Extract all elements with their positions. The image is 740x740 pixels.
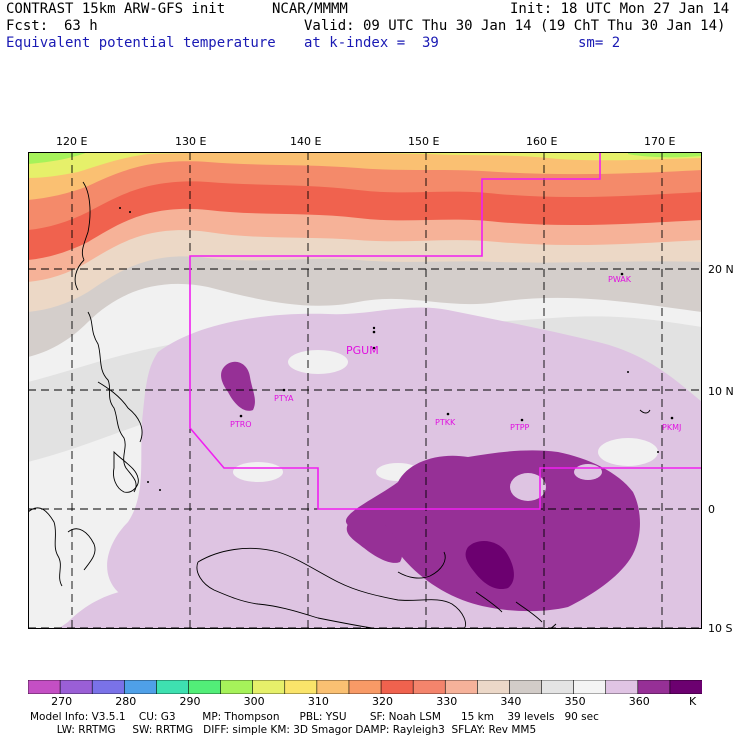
colorbar-label: 300 bbox=[243, 695, 265, 708]
colorbar-swatch bbox=[316, 680, 350, 694]
lat-label-10n: 10 N bbox=[708, 385, 734, 398]
colorbar-swatch bbox=[91, 680, 125, 694]
colorbar-label: 360 bbox=[628, 695, 650, 708]
field-name: Equivalent potential temperature bbox=[6, 35, 276, 51]
purple-patch-ptya bbox=[221, 361, 255, 411]
colorbar-swatch bbox=[605, 680, 639, 694]
band-300 bbox=[28, 152, 702, 164]
solomon-coast bbox=[515, 601, 543, 623]
colorbar-swatch bbox=[573, 680, 607, 694]
organization: NCAR/MMMM bbox=[272, 1, 348, 17]
forecast-hour: 63 h bbox=[64, 18, 98, 34]
new-guinea-north-coast bbox=[197, 547, 466, 629]
colorbar-swatch bbox=[284, 680, 318, 694]
white-patch bbox=[598, 438, 658, 466]
coastlines bbox=[28, 181, 651, 629]
colorbar-swatch bbox=[28, 680, 61, 694]
colorbar-swatch bbox=[637, 680, 671, 694]
colorbar-swatch bbox=[444, 680, 478, 694]
lon-label-120: 120 E bbox=[56, 135, 88, 148]
colorbar-label: 330 bbox=[436, 695, 458, 708]
station-pkmj: PKMJ bbox=[662, 423, 681, 432]
colorbar-label: 340 bbox=[500, 695, 522, 708]
lat-label-equator: 0 bbox=[708, 503, 715, 516]
colorbar-label: 350 bbox=[564, 695, 586, 708]
colorbar-swatch bbox=[220, 680, 254, 694]
taiwan-coast bbox=[74, 181, 91, 291]
colorbar-label: 320 bbox=[372, 695, 394, 708]
lon-label-150: 150 E bbox=[408, 135, 440, 148]
lat-label-20n: 20 N bbox=[708, 263, 734, 276]
white-patch bbox=[233, 462, 283, 482]
station-ptpp: PTPP bbox=[510, 423, 530, 432]
lon-label-160: 160 E bbox=[526, 135, 558, 148]
colorbar-swatch bbox=[412, 680, 446, 694]
colorbar-swatch bbox=[477, 680, 511, 694]
colorbar-swatch bbox=[59, 680, 93, 694]
island-dots bbox=[119, 207, 659, 491]
init-time: Init: 18 UTC Mon 27 Jan 14 bbox=[510, 1, 730, 17]
model-info-line-2: LW: RRTMG SW: RRTMG DIFF: simple KM: 3D … bbox=[30, 724, 537, 736]
level-info: at k-index = 39 bbox=[304, 35, 439, 51]
colorbar-swatch bbox=[380, 680, 414, 694]
forecast-label: Fcst: bbox=[6, 18, 49, 34]
valid-time: Valid: 09 UTC Thu 30 Jan 14 (19 ChT Thu … bbox=[304, 18, 726, 34]
colorbar-swatch bbox=[188, 680, 222, 694]
purple-patch-equatorial bbox=[345, 450, 640, 612]
lilac-hole bbox=[510, 473, 546, 501]
map-frame bbox=[28, 152, 702, 629]
new-guinea-south-coast bbox=[196, 561, 379, 629]
colorbar-swatch bbox=[252, 680, 286, 694]
station-markers bbox=[239, 272, 674, 422]
colorbar-swatch bbox=[669, 680, 702, 694]
smoothing-info: sm= 2 bbox=[578, 35, 621, 51]
colorbar-swatch bbox=[123, 680, 157, 694]
theta-e-map: PGUM PWAK PTYA PTRO PTKK PTPP PKMJ bbox=[28, 152, 702, 629]
station-ptkk: PTKK bbox=[435, 418, 456, 427]
solomon-coast bbox=[475, 591, 503, 613]
colorbar-label: 280 bbox=[115, 695, 137, 708]
model-info-line-1: Model Info: V3.5.1 CU: G3 MP: Thompson P… bbox=[30, 711, 599, 723]
colorbar-label: 310 bbox=[307, 695, 329, 708]
colorbar-label: 290 bbox=[179, 695, 201, 708]
mindanao-coast bbox=[113, 450, 139, 493]
station-pwak: PWAK bbox=[608, 275, 632, 284]
lat-label-10s: 10 S bbox=[708, 622, 733, 635]
lon-label-130: 130 E bbox=[175, 135, 207, 148]
lon-label-140: 140 E bbox=[290, 135, 322, 148]
region-boundary bbox=[189, 152, 702, 510]
colorbar-unit: K bbox=[689, 695, 697, 708]
colorbar-swatch bbox=[156, 680, 190, 694]
station-pgum: PGUM bbox=[346, 344, 379, 357]
colorbar-swatch bbox=[509, 680, 543, 694]
colorbar-swatch bbox=[541, 680, 575, 694]
purple-patch-west bbox=[346, 518, 403, 563]
atoll bbox=[548, 623, 557, 629]
colorbar-label: 270 bbox=[51, 695, 73, 708]
deep-purple-core bbox=[465, 540, 514, 590]
lilac-south-west bbox=[58, 588, 238, 629]
white-patch bbox=[288, 350, 348, 374]
luzon-coast bbox=[87, 311, 137, 493]
new-britain-coast bbox=[397, 551, 446, 579]
philippines-coast bbox=[97, 381, 143, 443]
band-320 bbox=[28, 152, 702, 200]
colorbar-swatch bbox=[348, 680, 382, 694]
plot-title: CONTRAST 15km ARW-GFS init bbox=[6, 1, 226, 17]
borneo-coast bbox=[28, 507, 63, 587]
sulawesi-coast bbox=[67, 528, 96, 571]
lon-label-170: 170 E bbox=[644, 135, 676, 148]
colorbar bbox=[28, 680, 702, 694]
station-ptro: PTRO bbox=[230, 420, 252, 429]
atoll bbox=[639, 409, 651, 414]
station-ptya: PTYA bbox=[274, 394, 294, 403]
lilac-hole bbox=[574, 464, 602, 480]
